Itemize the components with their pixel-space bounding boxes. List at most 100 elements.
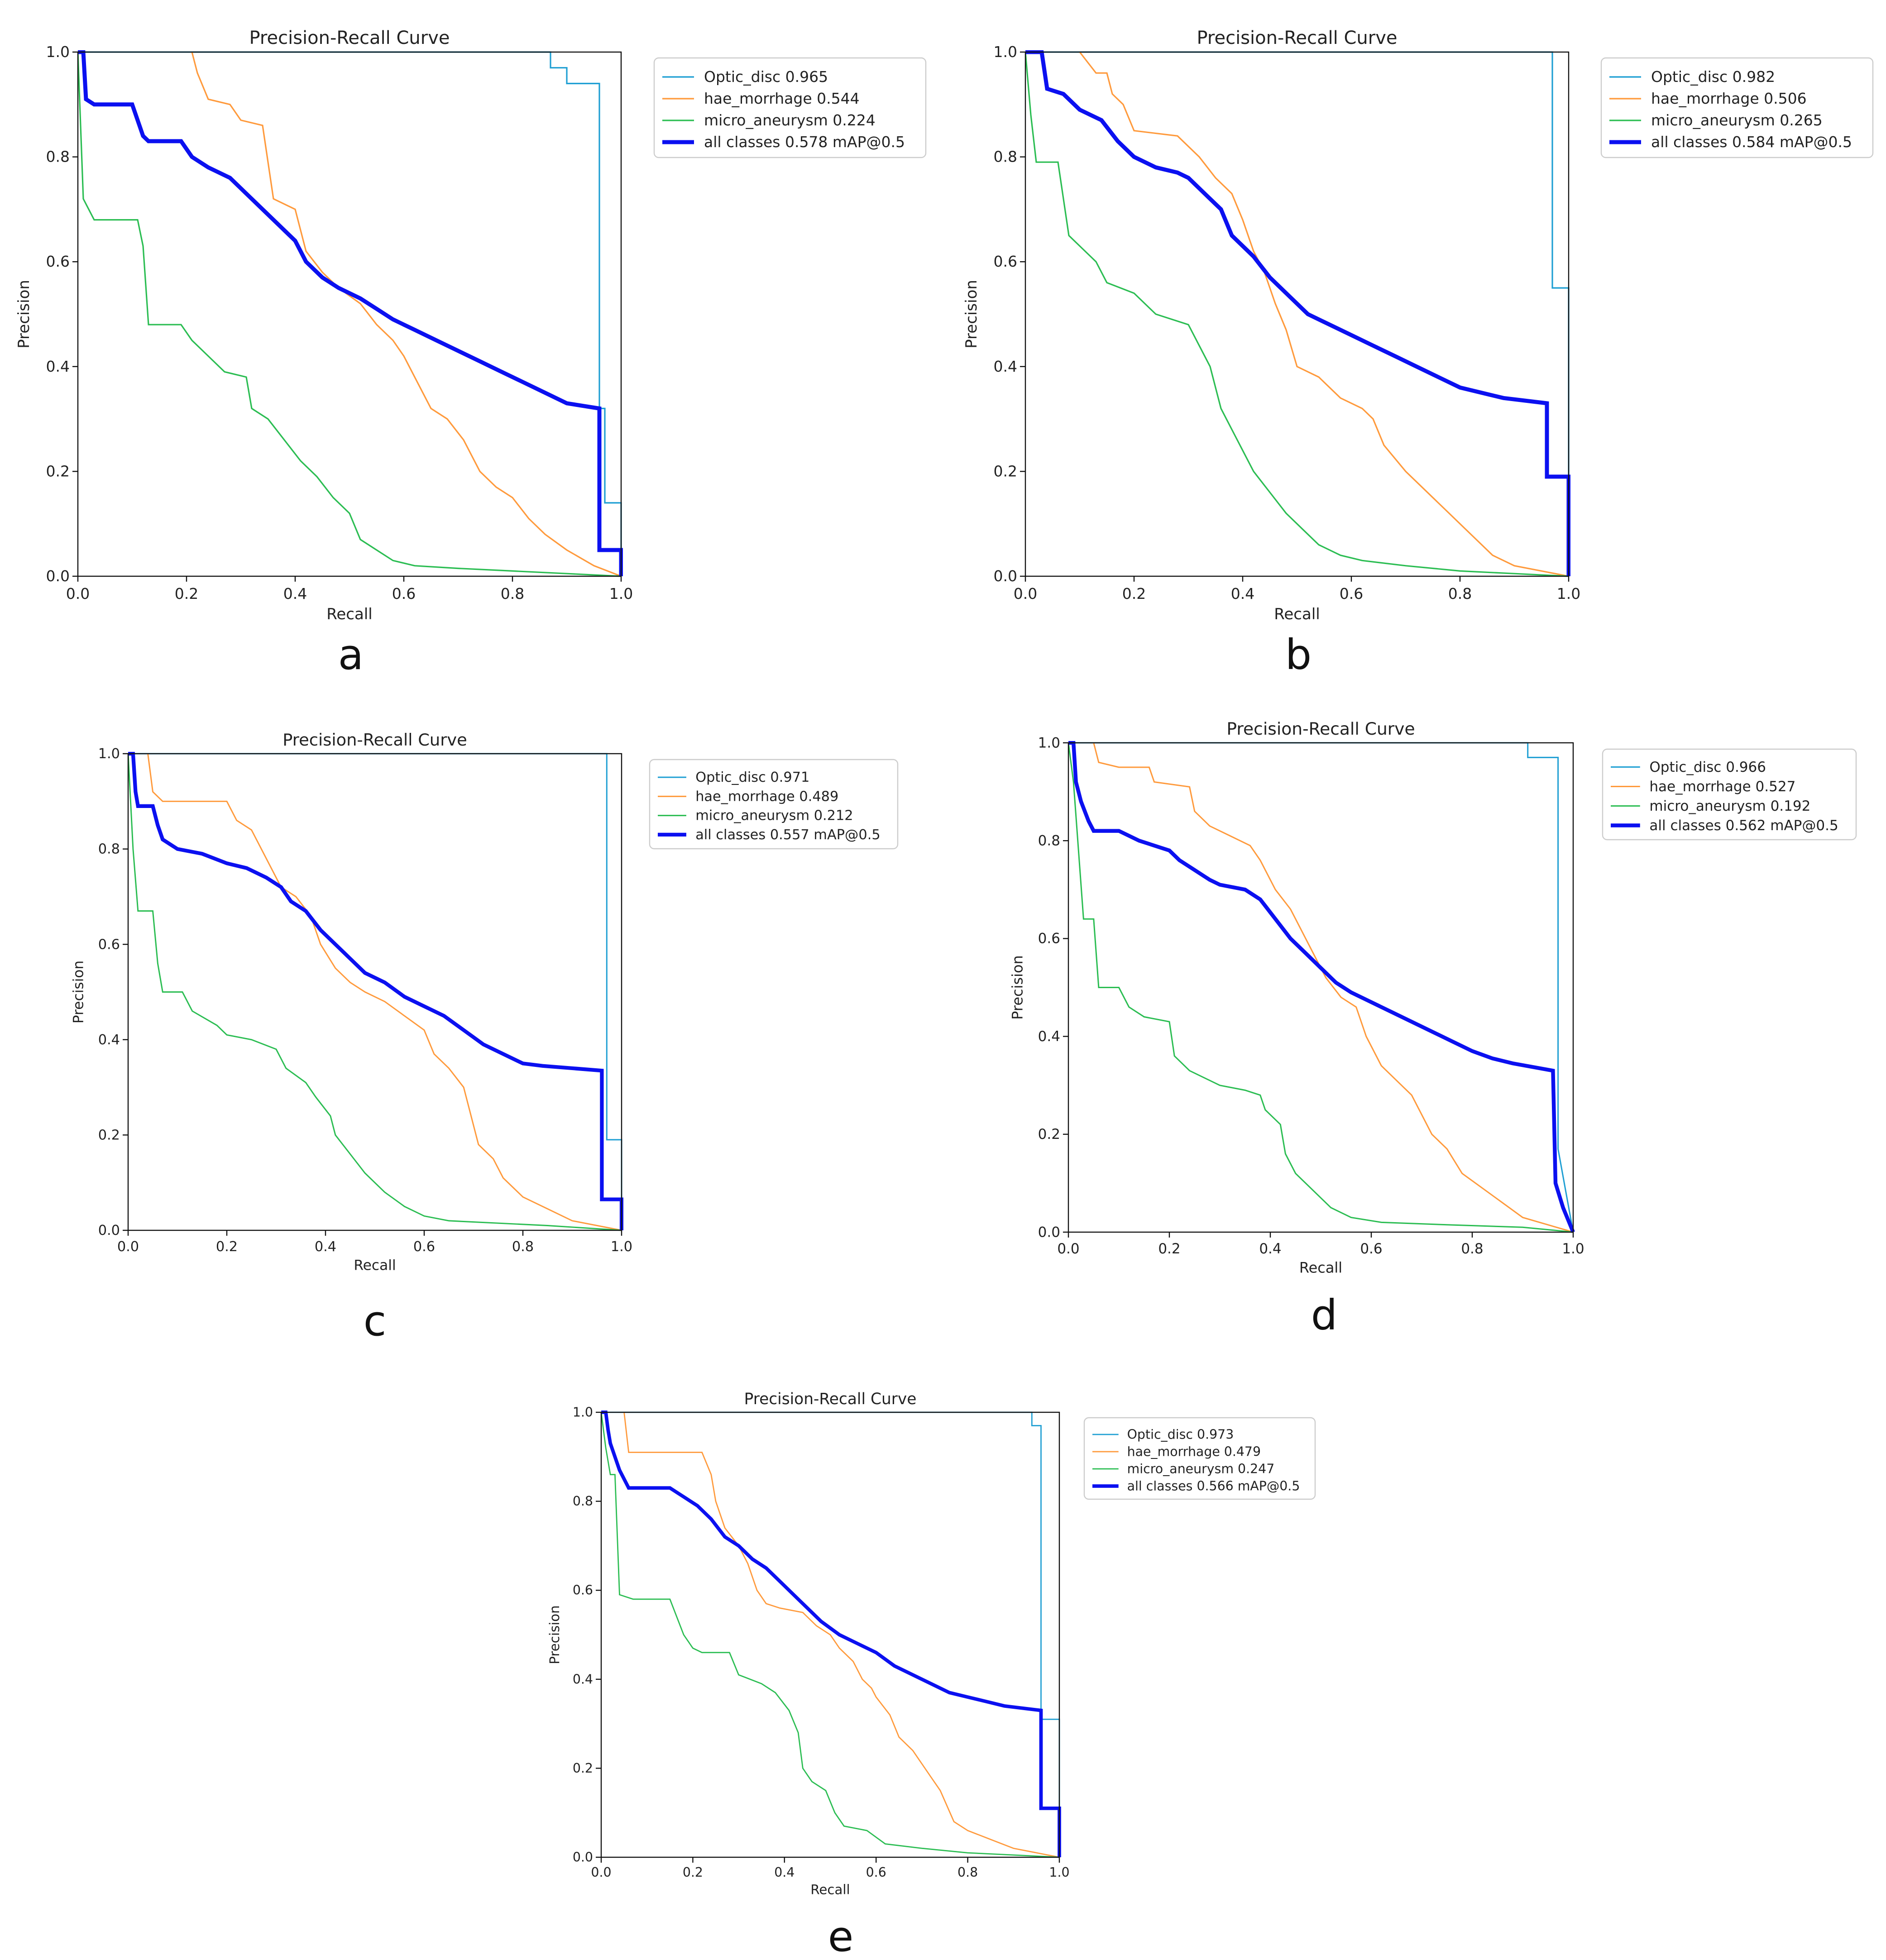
legend-box: [1600, 57, 1874, 158]
y-tick-label: 0.2: [994, 462, 1017, 480]
series-line-2: [1068, 742, 1574, 1233]
legend-entry: Optic_disc 0.965: [704, 68, 828, 86]
y-axis-label: Precision: [547, 1605, 562, 1664]
x-axis-label: Recall: [1299, 1259, 1342, 1276]
y-tick-label: 0.6: [994, 253, 1017, 270]
chart-title: Precision-Recall Curve: [1197, 28, 1398, 48]
x-tick-label: 0.0: [117, 1239, 139, 1255]
x-tick-label: 0.8: [1448, 585, 1472, 602]
plot-frame: [600, 1411, 1060, 1858]
y-tick-label: 1.0: [1038, 735, 1060, 751]
y-tick-label: 0.0: [1038, 1224, 1060, 1240]
y-tick-label: 1.0: [98, 746, 120, 762]
y-tick-label: 1.0: [573, 1405, 593, 1420]
legend-entry: hae_morrhage 0.527: [1649, 779, 1795, 795]
series-line-1: [191, 52, 622, 577]
x-tick-label: 0.0: [1014, 585, 1037, 602]
y-tick-label: 0.6: [1038, 931, 1060, 947]
y-tick-label: 0.2: [573, 1761, 593, 1776]
panel-e: Precision-Recall Curve 0.0 0.2 0.4 0.6 0.8 1.0…: [547, 1390, 1316, 1960]
chart-title: Precision-Recall Curve: [1226, 719, 1415, 739]
legend-entry: hae_morrhage 0.544: [704, 90, 860, 107]
x-tick-label: 1.0: [611, 1239, 632, 1255]
x-tick-label: 0.6: [866, 1865, 886, 1880]
chart-title: Precision-Recall Curve: [282, 730, 467, 750]
x-tick-label: 0.2: [175, 585, 198, 602]
legend-box: [1602, 748, 1857, 841]
y-tick-label: 0.4: [573, 1672, 593, 1687]
panel-label: c: [364, 1297, 387, 1345]
x-tick-label: 0.8: [512, 1239, 534, 1255]
y-tick-label: 0.8: [994, 148, 1017, 166]
y-tick-label: 0.0: [98, 1223, 120, 1238]
panel-label: a: [338, 631, 364, 679]
y-tick-label: 0.2: [98, 1128, 120, 1143]
x-tick-label: 0.2: [1158, 1241, 1180, 1257]
x-tick-label: 1.0: [1562, 1241, 1584, 1257]
y-tick-label: 1.0: [994, 43, 1017, 61]
panel-label: b: [1285, 631, 1312, 679]
y-tick-label: 0.8: [98, 841, 120, 857]
y-axis-label: Precision: [71, 961, 87, 1024]
legend-box: [1083, 1417, 1316, 1500]
x-tick-label: 0.6: [413, 1239, 435, 1255]
series-line-0: [78, 51, 622, 576]
y-axis-label: Precision: [962, 280, 981, 349]
series-line-2: [601, 1412, 1060, 1858]
legend: Optic_disc 0.966 hae_morrhage 0.527 micro_…: [1602, 748, 1857, 841]
legend-entry: micro_aneurysm 0.192: [1649, 798, 1810, 814]
x-tick-label: 0.6: [1360, 1241, 1382, 1257]
y-tick-label: 0.2: [1038, 1126, 1060, 1143]
x-tick-label: 0.4: [1231, 585, 1254, 602]
x-axis-label: Recall: [326, 605, 372, 623]
series-line-2: [78, 52, 622, 577]
y-axis-label: Precision: [1009, 955, 1026, 1020]
series-line-1: [623, 1412, 1060, 1858]
y-tick-label: 0.0: [994, 567, 1017, 585]
y-axis-label: Precision: [15, 280, 33, 349]
x-tick-label: 0.2: [683, 1865, 703, 1880]
x-tick-label: 0.4: [774, 1865, 795, 1880]
x-tick-label: 0.8: [1461, 1241, 1483, 1257]
plot-frame: [127, 753, 622, 1231]
panel-c: Precision-Recall Curve 0.0 0.2 0.4 0.6 0.8 1.0…: [71, 730, 899, 1345]
series-line-3: [1068, 741, 1575, 1233]
legend-entry: hae_morrhage 0.489: [695, 789, 838, 804]
series-line-1: [1079, 52, 1569, 577]
chart-title: Precision-Recall Curve: [744, 1390, 917, 1408]
x-tick-label: 0.8: [501, 585, 524, 602]
x-tick-label: 0.0: [1057, 1241, 1079, 1257]
x-axis-label: Recall: [810, 1882, 850, 1898]
series-line-3: [1025, 50, 1570, 576]
series-line-2: [1025, 52, 1569, 577]
legend-entry: Optic_disc 0.973: [1127, 1427, 1234, 1442]
plot-frame: [1067, 742, 1574, 1233]
legend-entry: all classes 0.578 mAP@0.5: [704, 133, 905, 151]
legend-entry: micro_aneurysm 0.224: [704, 111, 876, 129]
x-axis-label: Recall: [354, 1257, 396, 1273]
y-tick-label: 0.0: [46, 567, 70, 585]
x-tick-label: 0.6: [392, 585, 416, 602]
x-tick-label: 1.0: [609, 585, 633, 602]
panel-b: Precision-Recall Curve 0.0 0.2 0.4 0.6 0.8 1.0…: [962, 28, 1874, 679]
chart-title: Precision-Recall Curve: [249, 28, 450, 48]
x-tick-label: 0.8: [957, 1865, 978, 1880]
y-tick-label: 0.4: [1038, 1028, 1060, 1045]
x-tick-label: 1.0: [1557, 585, 1580, 602]
panel-d: Precision-Recall Curve 0.0 0.2 0.4 0.6 0.8 1.0…: [1009, 719, 1857, 1339]
legend-entry: micro_aneurysm 0.265: [1651, 111, 1823, 129]
x-tick-label: 0.4: [1259, 1241, 1281, 1257]
x-tick-label: 0.4: [315, 1239, 336, 1255]
y-tick-label: 0.0: [573, 1850, 593, 1864]
legend-entry: Optic_disc 0.982: [1651, 68, 1775, 86]
x-tick-label: 0.0: [66, 585, 90, 602]
panel-label: e: [828, 1912, 854, 1960]
y-tick-label: 0.4: [994, 358, 1017, 375]
legend: Optic_disc 0.971 hae_morrhage 0.489 micro_…: [649, 759, 899, 850]
series-line-1: [147, 753, 622, 1231]
legend-entry: Optic_disc 0.966: [1649, 759, 1766, 775]
legend-entry: all classes 0.557 mAP@0.5: [695, 827, 881, 843]
plot-frame: [77, 51, 622, 577]
legend-entry: all classes 0.566 mAP@0.5: [1127, 1478, 1300, 1493]
